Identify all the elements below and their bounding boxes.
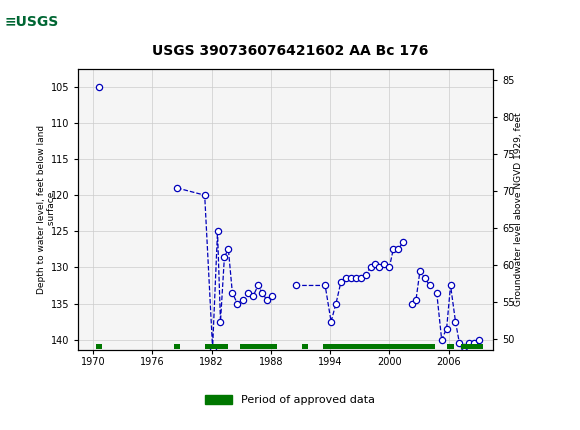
Bar xyxy=(323,344,435,349)
Y-axis label: Groundwater level above NGVD 1929, feet: Groundwater level above NGVD 1929, feet xyxy=(514,113,523,307)
FancyBboxPatch shape xyxy=(3,3,72,42)
Bar xyxy=(174,344,180,349)
Bar xyxy=(96,344,102,349)
Bar xyxy=(205,344,229,349)
Bar xyxy=(462,344,483,349)
Text: USGS 390736076421602 AA Bc 176: USGS 390736076421602 AA Bc 176 xyxy=(152,44,428,58)
Y-axis label: Depth to water level, feet below land
 surface: Depth to water level, feet below land su… xyxy=(37,125,56,294)
Text: ≡USGS: ≡USGS xyxy=(5,15,59,29)
Bar xyxy=(447,344,455,349)
Legend: Period of approved data: Period of approved data xyxy=(200,390,380,409)
Bar xyxy=(302,344,309,349)
Bar xyxy=(240,344,277,349)
